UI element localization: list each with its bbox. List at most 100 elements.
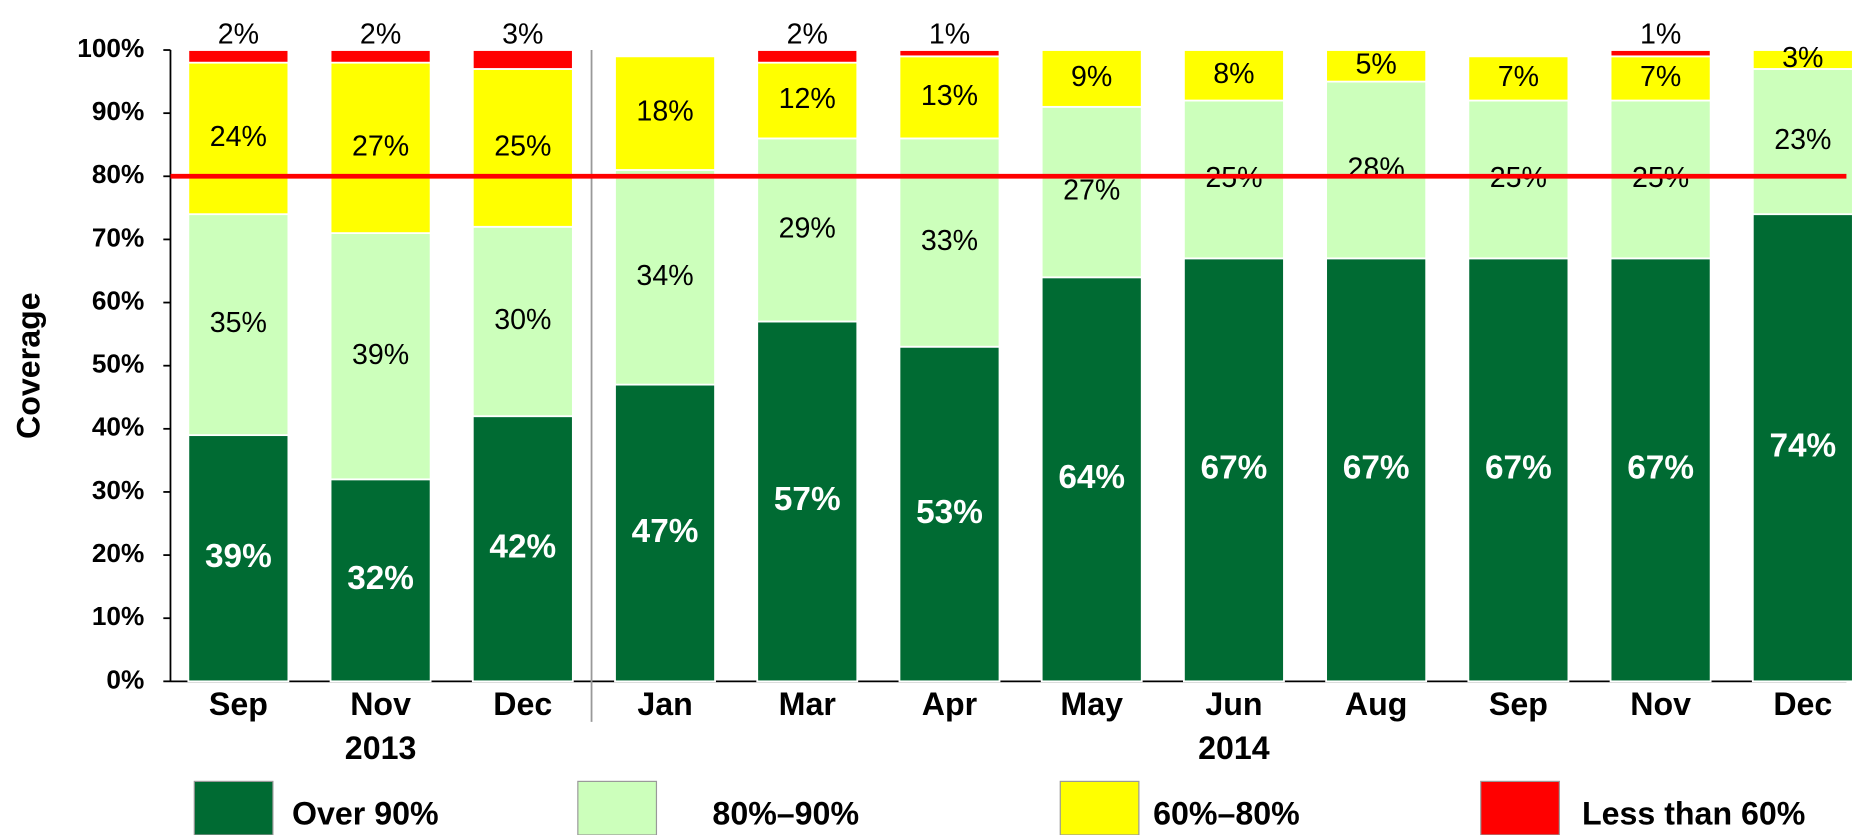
y-tick-label: 60% (92, 285, 144, 315)
data-label: 18% (636, 96, 693, 128)
data-label: 5% (1356, 48, 1397, 80)
legend-swatch (1059, 780, 1140, 835)
data-label: 33% (921, 225, 978, 257)
data-label: 74% (1769, 428, 1836, 465)
y-tick-label: 50% (92, 349, 144, 379)
bar-segment (614, 383, 716, 683)
bar-segment (471, 415, 574, 683)
y-tick-label: 90% (92, 96, 144, 126)
data-label: 3% (1782, 42, 1823, 74)
bar-segment (1325, 49, 1428, 83)
y-tick-label: 80% (92, 159, 144, 189)
legend-swatch (193, 780, 274, 835)
legend-label: Less than 60% (1582, 795, 1805, 831)
y-tick-label: 30% (92, 475, 144, 505)
data-label: 13% (921, 80, 978, 112)
bar-segment (187, 49, 290, 64)
data-label: 32% (347, 560, 414, 597)
bar-segment (471, 225, 574, 418)
data-label: 30% (494, 304, 551, 336)
x-tick-label: Jun (1205, 686, 1262, 722)
data-label: 57% (774, 481, 841, 518)
group-label: 2014 (1198, 730, 1270, 766)
legend-swatch (577, 780, 658, 835)
legend-label: 80%–90% (712, 795, 859, 831)
bar-segment (898, 55, 1001, 140)
bar-segment (614, 169, 716, 386)
data-label: 1% (1640, 18, 1681, 50)
bar-segment (1040, 276, 1143, 683)
data-label: 2% (360, 18, 401, 50)
bar-segment (756, 320, 859, 683)
bar-segment (1040, 49, 1143, 108)
bar-segment (614, 55, 716, 171)
x-tick-label: Sep (209, 686, 268, 722)
data-label: 7% (1498, 61, 1539, 93)
data-label: 42% (489, 529, 556, 566)
data-label: 39% (205, 538, 272, 575)
data-label: 2% (787, 18, 828, 50)
data-label: 29% (779, 212, 836, 244)
x-tick-label: Jan (637, 686, 692, 722)
data-label: 8% (1213, 58, 1254, 90)
data-label: 67% (1627, 450, 1694, 487)
legend-swatch (1480, 780, 1560, 835)
x-tick-label: Dec (1773, 686, 1832, 722)
bar-segment (1325, 257, 1428, 683)
bar-segment (898, 345, 1001, 683)
data-label: 28% (1348, 153, 1405, 185)
bar-segment (1609, 49, 1712, 58)
y-axis-label: Coverage (11, 292, 47, 439)
bar-segment (187, 434, 290, 683)
data-label: 35% (210, 307, 267, 339)
bar-segment (1467, 257, 1570, 683)
y-tick-label: 40% (92, 412, 144, 442)
y-tick-label: 0% (106, 664, 144, 694)
legend-label: Over 90% (292, 795, 439, 831)
y-tick-label: 20% (92, 538, 144, 568)
data-label: 12% (779, 83, 836, 115)
bar-segment (329, 232, 432, 481)
data-label: 47% (632, 513, 699, 550)
bar-segment (471, 49, 574, 70)
data-label: 9% (1071, 61, 1112, 93)
x-tick-label: Mar (779, 686, 837, 722)
bar-segment (329, 478, 432, 683)
x-tick-label: Nov (1630, 686, 1691, 722)
data-label: 2% (218, 18, 259, 50)
data-label: 24% (210, 121, 267, 153)
data-label: 27% (1063, 175, 1120, 207)
bar-segment (898, 137, 1001, 348)
y-tick-label: 100% (77, 33, 144, 63)
legend-label: 60%–80% (1153, 795, 1300, 831)
bar-segment (1609, 99, 1712, 260)
data-label: 53% (916, 494, 983, 531)
bar-segment (1751, 213, 1854, 683)
bar-segment (329, 61, 432, 235)
bar-segment (1751, 49, 1854, 70)
data-label: 34% (636, 260, 693, 292)
data-label: 67% (1485, 450, 1552, 487)
x-tick-label: Aug (1345, 686, 1408, 722)
data-label: 23% (1774, 124, 1831, 156)
bar-segment (1751, 68, 1854, 216)
bar-segment (898, 49, 1001, 58)
bar-segment (756, 137, 859, 323)
data-label: 3% (502, 18, 543, 50)
x-tick-label: May (1060, 686, 1123, 722)
bar-segment (1183, 99, 1285, 260)
data-label: 67% (1201, 450, 1268, 487)
bar-segment (1183, 49, 1285, 102)
y-tick-label: 10% (92, 601, 144, 631)
data-label: 67% (1343, 450, 1410, 487)
data-label: 7% (1640, 61, 1681, 93)
data-label: 64% (1058, 459, 1125, 496)
bar-segment (1183, 257, 1285, 683)
bar-segment (187, 61, 290, 216)
bar-segment (329, 49, 432, 64)
bar-segment (187, 213, 290, 437)
bar-segment (756, 49, 859, 64)
data-label: 39% (352, 339, 409, 371)
